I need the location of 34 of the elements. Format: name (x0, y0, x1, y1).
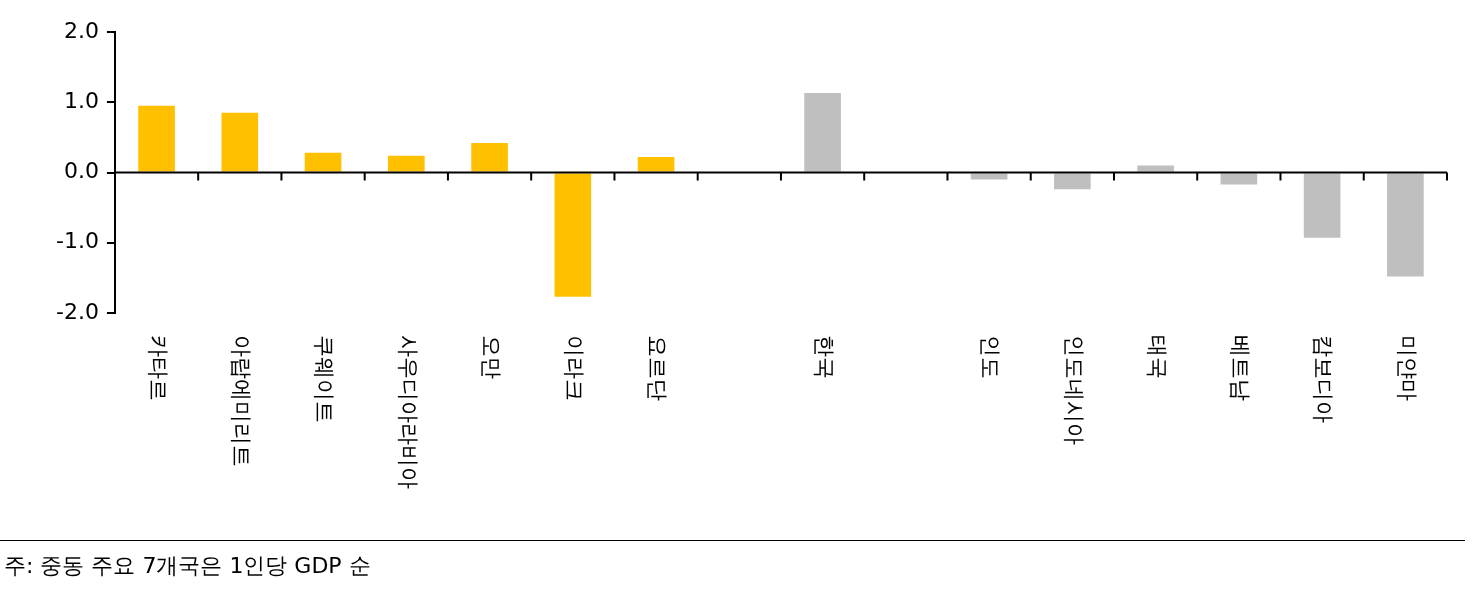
bar (804, 93, 841, 172)
bar (388, 155, 425, 172)
x-tick-label: 태국 (1144, 335, 1170, 379)
x-tick-label: 캄보디아 (1311, 335, 1337, 423)
x-tick-label: 사우디아라비아 (395, 335, 421, 489)
bar (970, 173, 1008, 180)
bar (1220, 173, 1258, 185)
bar (1137, 165, 1174, 172)
x-tick-label: 미얀마 (1394, 335, 1420, 401)
x-tick-label: 베트남 (1228, 335, 1254, 401)
y-tick-label: 2.0 (63, 17, 99, 43)
x-tick-label: 요르단 (645, 335, 671, 401)
x-tick-label: 이라크 (562, 335, 588, 401)
x-tick-label: 한국 (811, 335, 837, 379)
x-tick-label: 인도네시아 (1061, 335, 1087, 445)
x-tick-label: 카타르 (145, 335, 171, 401)
bar (471, 143, 508, 172)
x-tick-label: 오만 (478, 335, 504, 379)
text: 주: 중동 주요 7개국은 1인당 GDP 순 (3, 552, 372, 580)
bar (304, 152, 342, 172)
x-tick-label: 아랍에미리트 (229, 335, 255, 467)
x-tick-label: 쿠웨이트 (312, 335, 338, 423)
bar (138, 105, 175, 172)
bar (1054, 173, 1091, 190)
y-tick-label: -2.0 (55, 298, 99, 324)
x-tick-label: 인도 (978, 335, 1004, 379)
bar (637, 157, 675, 172)
y-tick-label: 0.0 (63, 158, 99, 184)
y-tick-label: 1.0 (63, 87, 99, 113)
y-tick-label: -1.0 (55, 228, 99, 254)
bar (221, 112, 259, 172)
bar (1303, 173, 1341, 238)
bar (554, 173, 592, 297)
bar (1387, 173, 1424, 277)
